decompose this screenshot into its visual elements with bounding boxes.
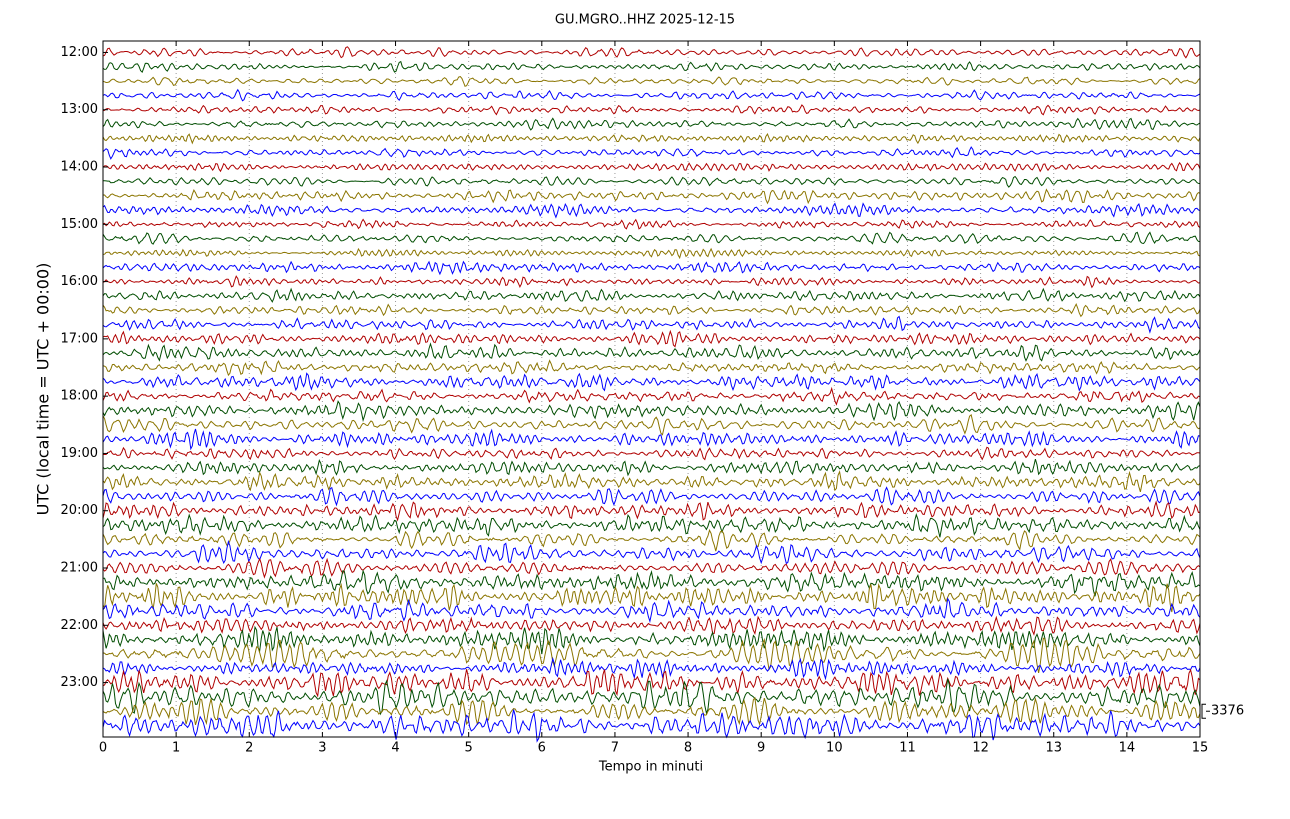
trace — [102, 372, 1201, 392]
trace — [102, 625, 1201, 655]
trace — [103, 188, 1201, 205]
trace — [102, 218, 1201, 230]
trace — [102, 656, 1201, 681]
y-tick-label: 18:00 — [61, 389, 98, 404]
chart-title: GU.MGRO..HHZ 2025-12-15 — [555, 13, 735, 28]
trace — [102, 428, 1201, 451]
trace — [102, 161, 1201, 173]
trace — [102, 528, 1201, 552]
trace — [102, 287, 1201, 303]
trace — [102, 315, 1201, 334]
trace — [102, 104, 1201, 116]
y-tick-label: 21:00 — [61, 561, 98, 576]
x-axis-label: Tempo in minuti — [598, 760, 703, 775]
x-tick-label: 0 — [99, 741, 107, 756]
trace — [102, 539, 1201, 565]
trace — [102, 202, 1201, 219]
trace — [102, 46, 1201, 59]
trace — [102, 414, 1201, 436]
trace — [102, 231, 1201, 245]
trace — [102, 400, 1201, 423]
y-axis-label: UTC (local time = UTC + 00:00) — [34, 263, 53, 516]
y-tick-label: 23:00 — [61, 675, 98, 690]
plot-frame — [102, 40, 1201, 738]
trace — [102, 582, 1201, 613]
x-tick-label: 5 — [465, 741, 473, 756]
x-tick-label: 7 — [611, 741, 619, 756]
y-tick-label: 19:00 — [61, 446, 98, 461]
x-tick-label: 8 — [684, 741, 692, 756]
trace — [102, 386, 1201, 406]
x-tick-label: 12 — [972, 741, 989, 756]
trace — [102, 260, 1201, 276]
trace — [102, 133, 1201, 145]
trace — [102, 117, 1201, 131]
trace — [103, 175, 1201, 188]
trace — [102, 275, 1201, 289]
trace — [102, 302, 1201, 318]
trace — [102, 668, 1201, 698]
x-tick-label: 2 — [245, 741, 253, 756]
y-tick-label: 20:00 — [61, 503, 98, 518]
trace — [102, 512, 1201, 538]
y-tick-label: 16:00 — [61, 274, 98, 289]
trace — [102, 470, 1201, 493]
trace — [102, 615, 1201, 636]
x-tick-label: 13 — [1045, 741, 1062, 756]
trace — [102, 557, 1201, 579]
x-tick-label: 3 — [318, 741, 326, 756]
trace — [102, 678, 1201, 716]
trace — [102, 446, 1201, 461]
x-tick-label: 4 — [391, 741, 399, 756]
trace — [102, 500, 1201, 522]
trace — [102, 146, 1201, 160]
trace — [102, 60, 1201, 73]
x-tick-label: 15 — [1192, 741, 1209, 756]
trace — [102, 637, 1201, 673]
x-tick-label: 9 — [757, 741, 765, 756]
trace — [102, 486, 1201, 507]
scale-label: 3376 — [1211, 704, 1244, 719]
trace — [102, 359, 1201, 377]
trace — [102, 329, 1201, 348]
trace — [102, 88, 1201, 102]
trace — [102, 458, 1201, 477]
trace — [102, 696, 1201, 727]
trace — [102, 597, 1201, 624]
y-tick-label: 15:00 — [61, 217, 98, 232]
y-tick-label: 12:00 — [61, 45, 98, 60]
y-tick-label: 17:00 — [61, 331, 98, 346]
trace — [102, 709, 1201, 743]
trace — [102, 247, 1201, 260]
scale-bar — [1201, 703, 1206, 719]
y-tick-label: 14:00 — [61, 160, 98, 175]
x-tick-label: 14 — [1119, 741, 1136, 756]
x-tick-label: 11 — [899, 741, 916, 756]
x-tick-label: 1 — [172, 741, 180, 756]
y-tick-label: 22:00 — [61, 618, 98, 633]
y-tick-label: 13:00 — [61, 102, 98, 117]
x-tick-label: 6 — [538, 741, 546, 756]
trace — [102, 342, 1201, 362]
trace — [102, 76, 1201, 87]
trace — [103, 569, 1201, 597]
x-tick-label: 10 — [826, 741, 843, 756]
